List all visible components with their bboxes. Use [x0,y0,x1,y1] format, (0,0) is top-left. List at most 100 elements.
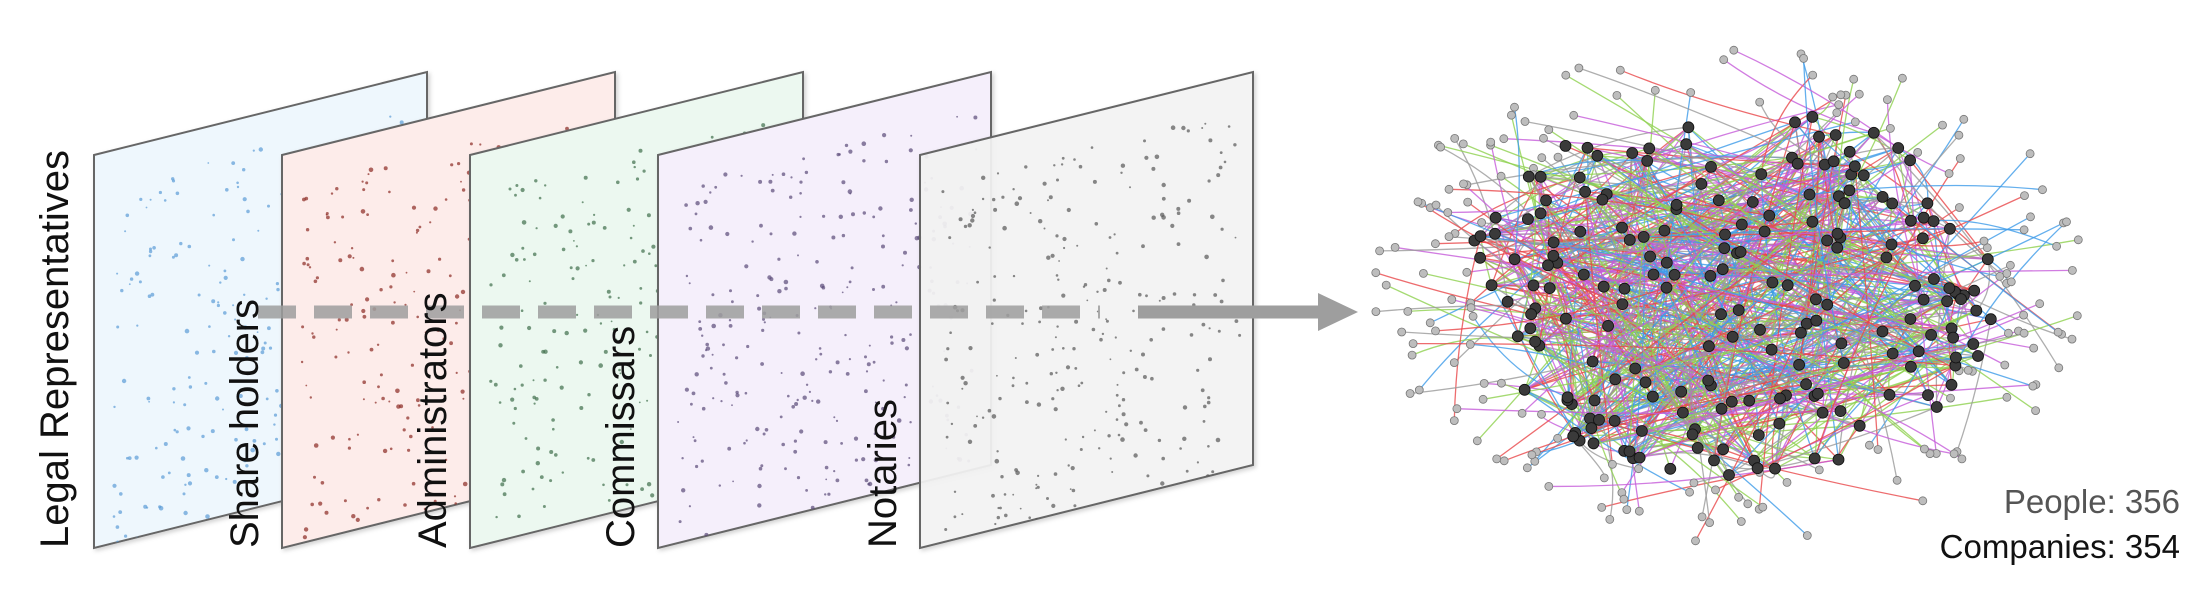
layer-node [236,181,239,185]
layer-node [208,325,211,328]
company-node [1831,241,1844,254]
layer-node [770,188,775,193]
network-edge [1584,191,1640,512]
layer-node [1114,336,1117,339]
layer-node [1108,236,1112,239]
company-node [1967,338,1980,350]
layer-node [818,347,822,350]
person-node [1849,74,1859,84]
company-node [1849,160,1861,173]
person-node [2000,360,2010,370]
company-node [1968,284,1981,297]
layer-node [640,487,644,491]
network-nodes [1371,45,2083,546]
layer-node [1093,429,1096,432]
layer-node [273,413,278,417]
company-node [1905,214,1917,227]
layer-node [816,399,821,404]
layer-node [543,301,547,305]
layer-node [695,201,700,206]
layer-node [1014,357,1017,359]
layer-node [1078,164,1083,169]
layer-node [1070,466,1075,471]
layer-node [587,222,591,226]
layer-node [701,334,704,337]
layer-node [519,364,523,368]
layer-node [498,401,502,404]
layer-node [781,172,786,176]
layer-node [841,180,846,185]
layer-node [575,245,579,248]
person-node [1886,123,1895,133]
person-node [2002,392,2012,402]
person-node [1459,179,1468,189]
layer-node [395,388,400,394]
network-edge [1587,147,1712,168]
network-edge [1707,309,1977,382]
layer-node [1015,470,1020,476]
layer-node [1014,201,1020,206]
layer-node [619,439,624,445]
layer-node [909,197,914,202]
people-count: People: 356 [2004,483,2180,520]
layer-node [532,379,535,382]
layer-node [1204,122,1207,125]
layer-node [632,259,637,264]
layer-node [1073,158,1076,161]
layer-node [619,372,622,375]
layer-node [415,228,420,233]
layer-node [882,133,887,138]
person-node [1605,515,1615,524]
company-node [1691,441,1704,454]
company-node [1586,355,1599,368]
layer-node [404,303,407,306]
layer-node [551,418,555,422]
person-node [1371,268,1381,278]
network-edge [1503,383,1807,462]
layer-node [393,301,396,304]
network-edge [1620,69,1836,136]
network-edge [1844,202,1948,302]
company-node [1928,273,1940,285]
layer-node [544,184,547,187]
layer-node [396,404,401,409]
layer-node [688,226,693,231]
layer-node [708,225,714,230]
layer-node [242,197,247,202]
layer-node [586,456,590,460]
layer-node [865,370,869,373]
layer-node [740,174,743,177]
layer-node [116,325,120,329]
company-node [1618,282,1631,295]
layer-node [815,260,819,264]
person-node [1836,90,1846,100]
network-edge [1541,157,1651,257]
layer-node [469,142,473,146]
layer-node [273,423,276,426]
layer-node [232,479,237,484]
layer-node [1132,309,1135,313]
layer-node [1219,299,1224,304]
layer-node [757,483,762,489]
layer-node [756,294,760,298]
layer-node [835,419,839,422]
layer-node [462,397,465,400]
network-edge [1480,233,1651,258]
layer-node [800,371,805,377]
layer-node [1012,493,1015,496]
company-node [1925,328,1937,341]
layer-node [623,264,626,267]
layer-node [645,330,649,334]
company-node [1834,405,1847,418]
layer-node [457,162,461,166]
layer-node [149,198,152,201]
layer-node [646,399,649,402]
layer-node [941,190,945,194]
layer-node [515,184,519,187]
person-node [1946,393,1955,403]
layer-node [873,432,877,436]
layer-node [963,381,968,386]
network-edge [1868,291,1956,446]
person-node [2019,328,2029,338]
layer-node [844,333,847,337]
